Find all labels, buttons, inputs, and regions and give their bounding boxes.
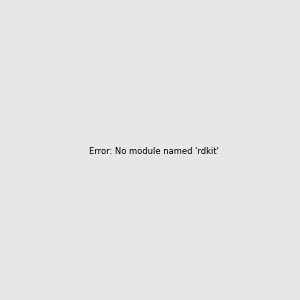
Text: Error: No module named 'rdkit': Error: No module named 'rdkit' <box>89 147 219 156</box>
